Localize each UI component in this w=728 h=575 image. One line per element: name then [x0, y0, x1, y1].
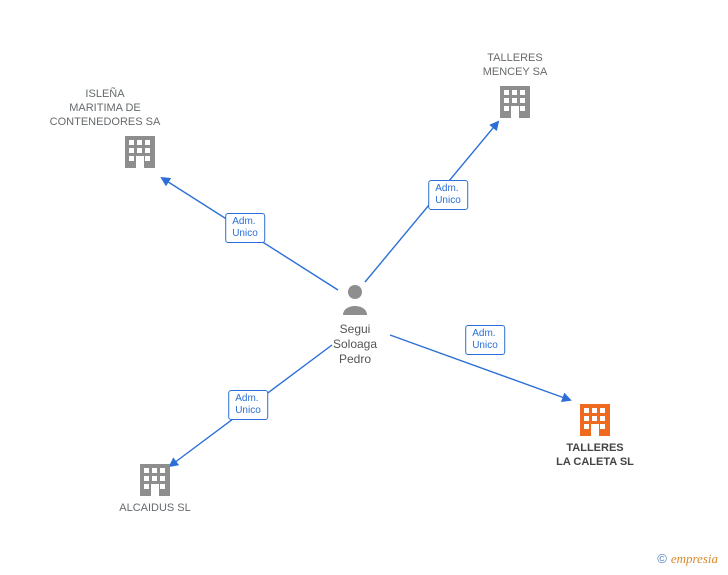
node-label: ISLEÑA MARITIMA DE CONTENEDORES SA — [50, 88, 161, 129]
edge-label: Adm. Unico — [225, 213, 265, 243]
node-label: ALCAIDUS SL — [119, 502, 191, 516]
edge-label: Adm. Unico — [428, 180, 468, 210]
copyright-icon: © — [657, 551, 667, 566]
building-icon — [123, 134, 157, 170]
diagram-canvas: Segui Soloaga Pedro ISLEÑA MARITIMA DE C… — [0, 0, 728, 575]
edge-label: Adm. Unico — [228, 390, 268, 420]
node-label: TALLERES LA CALETA SL — [556, 442, 634, 470]
building-icon — [138, 462, 172, 498]
person-icon — [341, 283, 369, 320]
watermark: © empresia — [657, 551, 718, 567]
center-person-label: Segui Soloaga Pedro — [333, 322, 377, 367]
node-label: TALLERES MENCEY SA — [483, 52, 548, 80]
edge-label: Adm. Unico — [465, 325, 505, 355]
building-icon — [578, 402, 612, 438]
building-icon — [498, 84, 532, 120]
watermark-brand: empresia — [671, 551, 718, 566]
